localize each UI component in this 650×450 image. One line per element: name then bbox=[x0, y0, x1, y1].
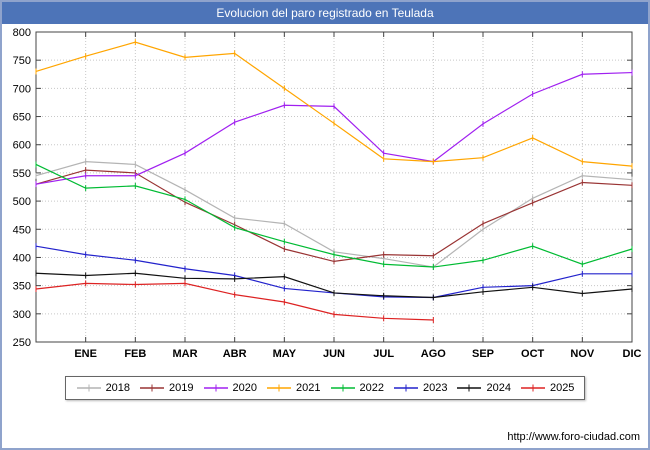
svg-text:ENE: ENE bbox=[74, 348, 97, 360]
svg-text:250: 250 bbox=[13, 337, 31, 349]
svg-text:550: 550 bbox=[13, 168, 31, 180]
svg-text:600: 600 bbox=[13, 140, 31, 152]
svg-text:SEP: SEP bbox=[472, 348, 494, 360]
legend-label: 2023 bbox=[422, 382, 448, 394]
svg-text:JUL: JUL bbox=[373, 348, 394, 360]
svg-text:DIC: DIC bbox=[623, 348, 642, 360]
legend-label: 2020 bbox=[232, 382, 258, 394]
legend-item-2024: 2024 bbox=[456, 382, 511, 394]
legend-item-2019: 2019 bbox=[139, 382, 194, 394]
legend-item-2020: 2020 bbox=[203, 382, 257, 394]
chart-title: Evolucion del paro registrado en Teulada bbox=[216, 6, 434, 20]
svg-text:700: 700 bbox=[13, 83, 31, 95]
footer: http://www.foro-ciudad.com bbox=[507, 431, 640, 443]
svg-text:MAR: MAR bbox=[172, 348, 197, 360]
legend-line-sample bbox=[140, 384, 165, 392]
legend-item-2025: 2025 bbox=[520, 382, 574, 394]
legend-line-sample bbox=[330, 384, 355, 392]
svg-text:350: 350 bbox=[13, 281, 31, 293]
svg-text:300: 300 bbox=[13, 309, 31, 321]
legend-item-2018: 2018 bbox=[76, 382, 130, 394]
chart-title-bar: Evolucion del paro registrado en Teulada bbox=[2, 2, 648, 24]
line-chart: 250 300 350 400 450 500 550 600 650 700 750 800 ENE F… bbox=[13, 27, 642, 360]
legend-label: 2022 bbox=[359, 382, 384, 394]
svg-text:AGO: AGO bbox=[421, 348, 447, 360]
legend-label: 2021 bbox=[296, 382, 321, 394]
legend-item-2021: 2021 bbox=[266, 382, 321, 394]
svg-text:JUN: JUN bbox=[323, 348, 345, 360]
legend-line-sample bbox=[457, 384, 482, 392]
svg-text:ABR: ABR bbox=[223, 348, 247, 360]
chart-legend: 2018 2019 2020 2021 2022 2023 2024 2025 bbox=[64, 376, 586, 400]
svg-text:800: 800 bbox=[13, 27, 31, 39]
svg-text:FEB: FEB bbox=[124, 348, 146, 360]
legend-line-sample bbox=[203, 384, 228, 392]
legend-label: 2024 bbox=[486, 382, 511, 394]
svg-text:500: 500 bbox=[13, 196, 31, 208]
legend-label: 2025 bbox=[549, 382, 575, 394]
legend-item-2022: 2022 bbox=[330, 382, 384, 394]
svg-text:750: 750 bbox=[13, 55, 31, 67]
legend-label: 2018 bbox=[105, 382, 131, 394]
svg-text:NOV: NOV bbox=[570, 348, 595, 360]
legend-line-sample bbox=[76, 384, 101, 392]
svg-text:450: 450 bbox=[13, 224, 31, 236]
legend-line-sample bbox=[267, 384, 292, 392]
legend-item-2023: 2023 bbox=[393, 382, 447, 394]
svg-text:400: 400 bbox=[13, 252, 31, 264]
legend-label: 2019 bbox=[169, 382, 194, 394]
svg-text:MAY: MAY bbox=[273, 348, 297, 360]
foro-ciudad-link[interactable]: http://www.foro-ciudad.com bbox=[507, 431, 640, 443]
svg-text:OCT: OCT bbox=[521, 348, 545, 360]
svg-text:650: 650 bbox=[13, 112, 31, 124]
legend-line-sample bbox=[520, 384, 545, 392]
legend-line-sample bbox=[393, 384, 418, 392]
